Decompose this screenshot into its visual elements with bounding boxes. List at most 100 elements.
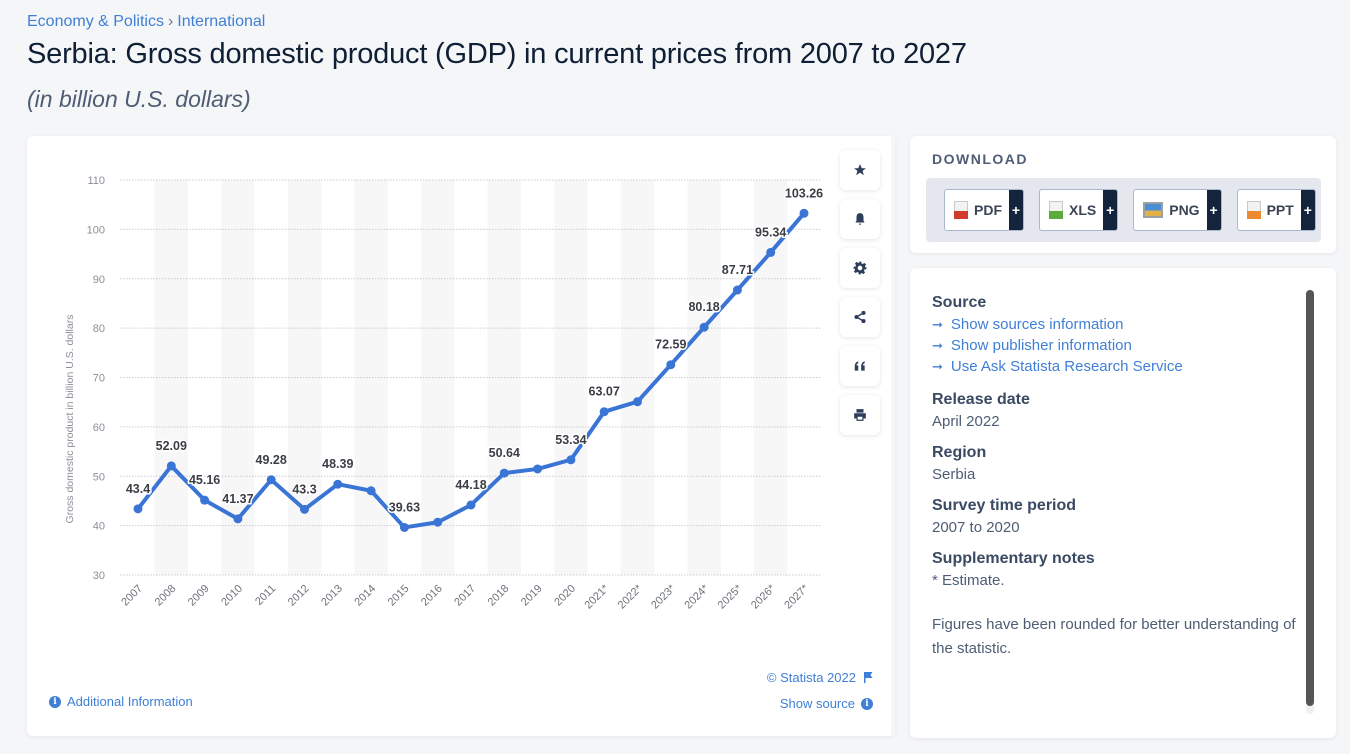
- x-tick-label: 2013: [319, 583, 345, 609]
- ask-statista-link[interactable]: ➞ Use Ask Statista Research Service: [932, 358, 1302, 375]
- data-label: 39.63: [389, 500, 420, 514]
- release-date-value: April 2022: [932, 413, 1000, 430]
- download-ppt-plus[interactable]: +: [1300, 190, 1315, 230]
- page-title: Serbia: Gross domestic product (GDP) in …: [27, 38, 967, 70]
- cite-button[interactable]: [840, 346, 880, 386]
- print-button[interactable]: [840, 395, 880, 435]
- arrow-right-icon: ➞: [932, 337, 943, 353]
- x-tick-label: 2007: [119, 583, 145, 609]
- data-point: [699, 322, 709, 332]
- data-label: 43.4: [126, 482, 150, 496]
- page-subtitle: (in billion U.S. dollars): [27, 86, 251, 112]
- download-pdf-button[interactable]: PDF +: [944, 189, 1024, 231]
- info-icon: i: [861, 697, 873, 710]
- data-label: 95.34: [755, 225, 786, 239]
- flag-icon[interactable]: [864, 672, 873, 683]
- gear-icon: [853, 261, 867, 275]
- download-xls-main: XLS: [1040, 190, 1103, 230]
- data-point: [366, 486, 376, 496]
- additional-information-label: Additional Information: [67, 694, 193, 709]
- download-png-plus[interactable]: +: [1206, 190, 1221, 230]
- info-icon: i: [49, 695, 61, 708]
- show-sources-link[interactable]: ➞ Show sources information: [932, 316, 1302, 333]
- data-label: 53.34: [555, 433, 586, 447]
- download-title: DOWNLOAD: [932, 151, 1028, 167]
- breadcrumb-separator: ›: [167, 13, 174, 30]
- data-label: 44.18: [455, 478, 486, 492]
- download-card: DOWNLOAD PDF + XLS + PNG +: [910, 136, 1336, 253]
- breadcrumb-economy-politics[interactable]: Economy & Politics: [27, 13, 164, 30]
- data-label: 45.16: [189, 473, 220, 487]
- y-tick-label: 60: [93, 422, 105, 434]
- show-sources-label: Show sources information: [950, 316, 1124, 333]
- download-png-button[interactable]: PNG +: [1133, 189, 1222, 231]
- data-point: [300, 504, 309, 514]
- x-tick-label: 2019: [519, 583, 545, 609]
- data-label: 80.18: [688, 300, 719, 314]
- favorite-button[interactable]: [840, 150, 880, 190]
- data-point: [766, 247, 776, 257]
- show-source-label: Show source: [779, 696, 855, 711]
- data-label: 63.07: [589, 385, 620, 399]
- region-value: Serbia: [932, 466, 976, 483]
- data-point: [433, 517, 443, 527]
- x-tick-label: 2024*: [682, 582, 711, 611]
- x-tick-label: 2009: [186, 583, 212, 609]
- show-publisher-link[interactable]: ➞ Show publisher information: [932, 337, 1302, 354]
- download-xls-plus[interactable]: +: [1103, 190, 1118, 230]
- data-point: [533, 464, 543, 474]
- share-button[interactable]: [840, 297, 880, 337]
- x-tick-label: 2016: [419, 583, 445, 609]
- data-point: [166, 461, 176, 471]
- quote-icon: [854, 361, 865, 371]
- data-points: [133, 208, 809, 532]
- x-tick-label: 2011: [253, 583, 278, 608]
- ppt-file-icon: [1246, 201, 1261, 219]
- bell-icon: [855, 213, 865, 225]
- survey-period-heading: Survey time period: [932, 497, 1077, 514]
- data-point: [599, 407, 609, 417]
- data-point: [399, 522, 409, 532]
- download-pdf-plus[interactable]: +: [1009, 190, 1023, 230]
- y-tick-label: 100: [87, 224, 105, 236]
- additional-information-link[interactable]: i Additional Information: [49, 694, 193, 709]
- settings-button[interactable]: [840, 248, 880, 288]
- xls-file-icon: [1049, 201, 1063, 219]
- download-png-label: PNG: [1169, 202, 1200, 218]
- print-icon: [854, 409, 866, 421]
- download-pdf-main: PDF: [945, 190, 1009, 230]
- notification-button[interactable]: [840, 199, 880, 239]
- scrollbar-thumb[interactable]: [1306, 290, 1314, 706]
- breadcrumb-international[interactable]: International: [177, 13, 266, 30]
- y-tick-label: 40: [93, 521, 105, 533]
- data-point: [266, 475, 276, 485]
- y-tick-label: 90: [93, 274, 105, 286]
- chart-card: 30 40 50 60 70 80 90 100 110 Gross domestic prod…: [27, 136, 895, 736]
- share-icon: [854, 310, 866, 324]
- column-band: [354, 180, 388, 575]
- data-point: [333, 479, 343, 489]
- show-source-link[interactable]: Show source i: [780, 696, 873, 711]
- download-xls-button[interactable]: XLS +: [1039, 189, 1119, 231]
- data-point: [466, 500, 476, 510]
- download-ppt-button[interactable]: PPT +: [1236, 189, 1316, 231]
- gdp-line-chart: 30 40 50 60 70 80 90 100 110 Gross domestic prod…: [64, 175, 825, 611]
- data-label: 50.64: [489, 446, 520, 460]
- x-tick-label: 2026*: [749, 582, 778, 611]
- y-tick-label: 50: [93, 471, 105, 483]
- star-icon: [854, 164, 866, 176]
- pdf-file-icon: [954, 201, 968, 219]
- png-image-icon: [1143, 202, 1164, 218]
- x-tick-label: 2023*: [649, 582, 678, 611]
- copyright: © Statista 2022: [767, 670, 873, 685]
- data-point: [499, 468, 509, 478]
- download-buttons: PDF + XLS + PNG + PPT +: [926, 178, 1321, 242]
- download-pdf-label: PDF: [974, 202, 1002, 218]
- data-point: [133, 504, 143, 514]
- rounding-note: Figures have been rounded for better und…: [932, 616, 1296, 657]
- y-tick-label: 30: [93, 570, 105, 582]
- region-heading: Region: [932, 444, 987, 461]
- x-tick-label: 2008: [153, 583, 179, 609]
- data-label: 72.59: [655, 338, 686, 352]
